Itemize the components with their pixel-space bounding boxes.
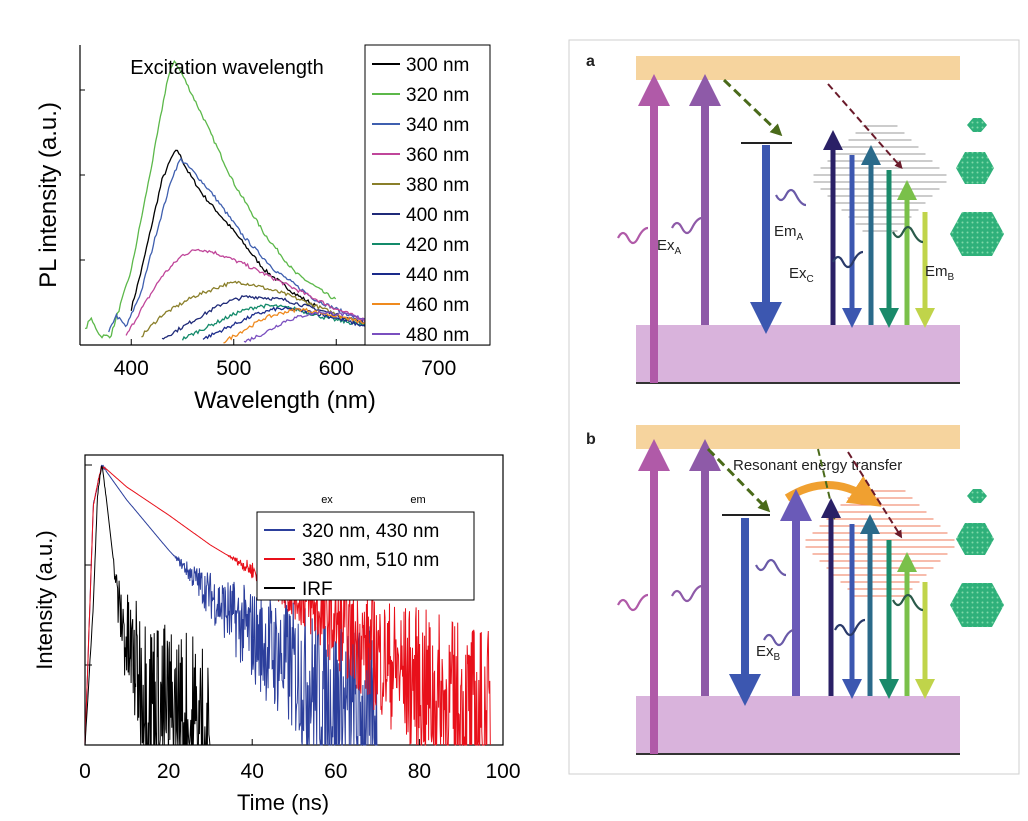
nanocrystal-large-b	[950, 583, 1004, 627]
decay-x-tick-label: 80	[408, 760, 431, 783]
pl-series-320-nm	[84, 59, 337, 339]
pl-legend-label: 400 nm	[406, 205, 469, 226]
panel-b: b Resonant energy transfer	[586, 425, 1004, 755]
nanocrystal-small-b	[967, 489, 987, 503]
emA-label: EmA	[774, 223, 804, 243]
pl-series-340-nm	[108, 157, 388, 333]
decay-series-320-nm-430-nm	[84, 464, 378, 746]
panel-b-excited-band	[636, 425, 960, 449]
decay-x-tick-label: 60	[324, 760, 347, 783]
relax-arrow-a2	[827, 83, 903, 170]
photon-wave-a4	[832, 250, 864, 269]
exC-label: ExC	[789, 265, 814, 285]
nanocrystal-medium-a	[956, 152, 994, 184]
panel-b-label: b	[586, 431, 596, 448]
emB-label: EmB	[925, 263, 955, 283]
panel-a-ground-band	[636, 325, 960, 383]
photon-wave-a2	[671, 216, 703, 235]
decay-legend-em: em	[410, 494, 425, 506]
photon-wave-a5	[892, 225, 924, 244]
relax-arrow-a1	[722, 78, 783, 137]
nanocrystal-small-a	[967, 118, 987, 132]
pl-legend-label: 480 nm	[406, 325, 469, 346]
decay-legend-label: 320 nm, 430 nm	[302, 521, 439, 542]
pl-x-tick-label: 600	[319, 357, 354, 380]
pl-legend-label: 340 nm	[406, 115, 469, 136]
pl-series-300-nm	[130, 149, 317, 311]
pl-legend-label: 380 nm	[406, 175, 469, 196]
photon-wave-a1	[617, 226, 649, 245]
decay-x-tick-label: 40	[241, 760, 264, 783]
decay-x-tick-label: 20	[157, 760, 180, 783]
photon-wave-b6	[892, 593, 924, 612]
pl-x-tick-label: 500	[216, 357, 251, 380]
photon-wave-b1	[617, 593, 649, 612]
pl-legend-box	[364, 44, 491, 346]
photon-wave-b5	[834, 618, 866, 637]
photon-wave-b4	[763, 628, 795, 647]
relax-arrow-b3	[847, 451, 903, 539]
panel-a-excited-band	[636, 56, 960, 80]
pl-legend-label: 300 nm	[406, 55, 469, 76]
pl-legend-label: 420 nm	[406, 235, 469, 256]
nanocrystal-medium-b	[956, 523, 994, 555]
panel-b-ground-band	[636, 696, 960, 754]
energy-diagram: a ExA EmA ExC EmB	[568, 39, 1020, 775]
resonant-transfer-label: Resonant energy transfer	[733, 457, 902, 474]
pl-y-label: PL intensity (a.u.)	[35, 102, 62, 288]
decay-x-tick-label: 0	[79, 760, 91, 783]
pl-legend-label: 320 nm	[406, 85, 469, 106]
panel-a: a ExA EmA ExC EmB	[586, 53, 1004, 384]
pl-x-label: Wavelength (nm)	[194, 387, 376, 414]
photon-wave-b2	[671, 584, 703, 603]
pl-legend-label: 460 nm	[406, 295, 469, 316]
decay-series-IRF	[84, 465, 211, 746]
pl-spectra-chart: 400 500 600 700 Excitation wavelength 300 n…	[35, 44, 491, 414]
exB-label: ExB	[756, 643, 781, 663]
panel-a-label: a	[586, 53, 595, 70]
nanocrystal-large-a	[950, 212, 1004, 256]
decay-plot-frame	[84, 454, 504, 746]
decay-legend-ex: ex	[321, 494, 333, 506]
decay-x-label: Time (ns)	[237, 790, 329, 815]
pl-legend-label: 440 nm	[406, 265, 469, 286]
decay-legend-label: IRF	[302, 579, 333, 600]
decay-y-label: Intensity (a.u.)	[32, 530, 57, 669]
pl-legend-title: Excitation wavelength	[130, 57, 323, 79]
photon-wave-b3	[755, 558, 787, 577]
pl-x-tick-label: 400	[114, 357, 149, 380]
pl-legend-label: 360 nm	[406, 145, 469, 166]
photon-wave-a3	[775, 188, 807, 207]
decay-x-tick-label: 100	[485, 760, 520, 783]
pl-series-360-nm	[125, 248, 389, 336]
decay-legend-box	[256, 511, 475, 601]
pl-x-tick-label: 700	[421, 357, 456, 380]
decay-legend-label: 380 nm, 510 nm	[302, 550, 439, 571]
decay-chart: 0 20 40 60 80 100 ex em 320 nm, 430 nm 380 nm,…	[32, 454, 521, 815]
exA-label: ExA	[657, 237, 682, 257]
